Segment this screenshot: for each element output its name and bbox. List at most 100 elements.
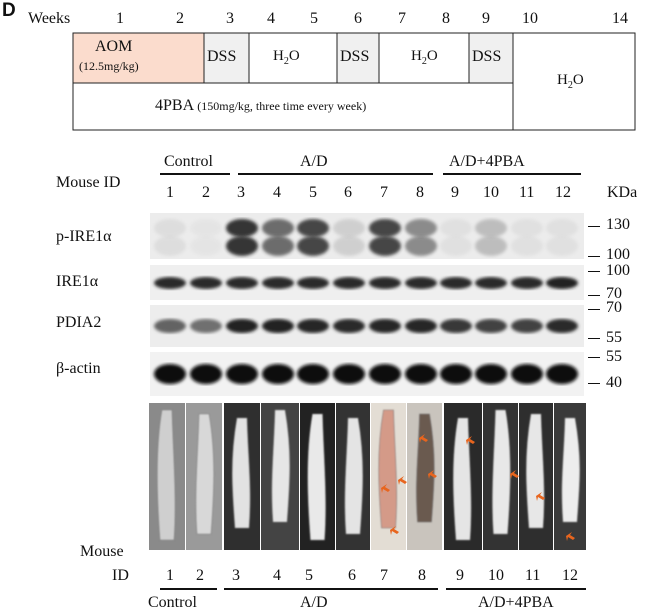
aom-label: AOM <box>95 38 133 55</box>
week-4: 4 <box>267 10 275 27</box>
photo-lane-3: 3 <box>232 567 240 584</box>
h2o-cell-3 <box>512 32 636 131</box>
row-label-beta-actin: β-actin <box>56 360 101 377</box>
band-ire1-lane-2 <box>190 277 222 289</box>
group-ad: A/D <box>300 153 328 170</box>
band-actin-lane-1 <box>154 364 186 384</box>
band-pire1-lane-4 <box>262 236 294 256</box>
photo-lane-8: 8 <box>418 567 426 584</box>
band-ire1-lane-5 <box>297 277 329 289</box>
photo-lane-4: 4 <box>273 567 281 584</box>
photo-lane-2: 2 <box>196 567 204 584</box>
band-pdia2-lane-3 <box>226 319 258 333</box>
week-9: 9 <box>482 10 490 27</box>
band-pdia2-lane-8 <box>405 319 437 333</box>
lane-2: 2 <box>202 184 210 201</box>
photo-mouse-label: Mouse <box>80 543 124 560</box>
tumor-arrow-8-1 <box>419 434 428 443</box>
row-label-p-ire1a: p-IRE1α <box>56 228 112 245</box>
band-pire1-lane-10 <box>475 219 507 237</box>
band-pdia2-lane-11 <box>511 319 543 333</box>
tumor-arrow-8-2 <box>428 470 437 479</box>
band-pire1-lane-6 <box>333 219 365 237</box>
lane-12: 12 <box>555 184 571 201</box>
photo-lane-9: 9 <box>456 567 464 584</box>
marker-100b: 100 <box>606 262 630 279</box>
band-pire1-lane-5 <box>297 236 329 256</box>
marker-tick-130 <box>588 226 600 227</box>
band-pire1-lane-6 <box>333 236 365 256</box>
h2o-label-1: H2O <box>273 48 300 67</box>
marker-55a: 55 <box>606 329 622 346</box>
marker-100a: 100 <box>606 246 630 263</box>
lane-8: 8 <box>416 184 424 201</box>
colon-specimen-3 <box>231 417 251 529</box>
marker-tick-100a <box>588 256 600 257</box>
rule-control <box>160 173 230 175</box>
band-pdia2-lane-6 <box>333 319 365 333</box>
band-actin-lane-12 <box>546 364 578 384</box>
marker-70a: 70 <box>606 285 622 302</box>
band-pire1-lane-1 <box>154 236 186 256</box>
marker-tick-55b <box>588 357 600 358</box>
band-pdia2-lane-5 <box>297 319 329 333</box>
lane-4: 4 <box>273 184 281 201</box>
colon-specimen-12 <box>561 417 581 523</box>
lane-6: 6 <box>344 184 352 201</box>
photo-lane-12: 12 <box>562 567 578 584</box>
tumor-arrow-10-1 <box>510 470 519 479</box>
band-ire1-lane-12 <box>546 277 578 289</box>
tumor-arrow-9-1 <box>466 436 475 445</box>
colon-specimen-1 <box>156 409 176 541</box>
week-1: 1 <box>116 10 124 27</box>
band-pire1-lane-9 <box>440 236 472 256</box>
marker-55b: 55 <box>606 348 622 365</box>
band-pire1-lane-2 <box>190 236 222 256</box>
band-ire1-lane-6 <box>333 277 365 289</box>
colon-specimen-11 <box>525 413 545 529</box>
lane-3: 3 <box>237 184 245 201</box>
week-10: 10 <box>522 10 538 27</box>
band-pire1-lane-8 <box>405 236 437 256</box>
pba-label: 4PBA (150mg/kg, three time every week) <box>155 97 367 114</box>
band-pdia2-lane-12 <box>546 319 578 333</box>
rule-ad <box>238 173 433 175</box>
tumor-arrow-11-1 <box>536 492 545 501</box>
treatment-schedule-table <box>72 32 636 131</box>
row-label-ire1a: IRE1α <box>56 273 99 290</box>
band-pire1-lane-8 <box>405 219 437 237</box>
western-blot <box>150 213 584 396</box>
colon-specimen-4 <box>271 409 291 523</box>
band-ire1-lane-1 <box>154 277 186 289</box>
photo-lane-5: 5 <box>305 567 313 584</box>
marker-tick-70b <box>588 309 600 310</box>
band-pire1-lane-11 <box>511 236 543 256</box>
photo-lane-10: 10 <box>488 567 504 584</box>
h2o-label-2: H2O <box>411 48 438 67</box>
band-pire1-lane-3 <box>226 219 258 237</box>
band-pire1-lane-10 <box>475 236 507 256</box>
lane-10: 10 <box>483 184 499 201</box>
photo-lane-6: 6 <box>348 567 356 584</box>
marker-tick-100b <box>588 271 600 272</box>
band-pire1-lane-2 <box>190 219 222 237</box>
photo-lane-1: 1 <box>166 567 174 584</box>
lane-1: 1 <box>166 184 174 201</box>
marker-130: 130 <box>606 216 630 233</box>
h2o-label-3: H2O <box>557 72 584 91</box>
lane-7: 7 <box>380 184 388 201</box>
week-6: 6 <box>354 10 362 27</box>
photo-id-label: ID <box>112 567 129 584</box>
marker-70b: 70 <box>606 299 622 316</box>
lane-5: 5 <box>309 184 317 201</box>
aom-cell <box>72 32 205 84</box>
band-actin-lane-6 <box>333 364 365 384</box>
dss-cell-1 <box>203 32 250 84</box>
colon-specimen-10 <box>492 409 511 535</box>
group-control: Control <box>164 153 213 170</box>
week-3: 3 <box>226 10 234 27</box>
band-pire1-lane-7 <box>369 219 401 237</box>
group-ad-4pba: A/D+4PBA <box>449 153 525 170</box>
mouse-id-label: Mouse ID <box>56 174 121 191</box>
band-pire1-lane-4 <box>262 219 294 237</box>
